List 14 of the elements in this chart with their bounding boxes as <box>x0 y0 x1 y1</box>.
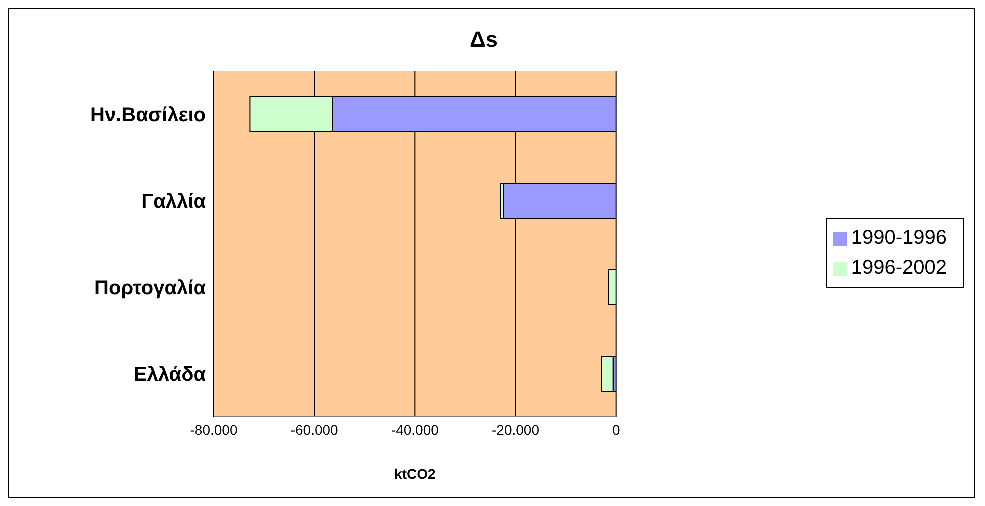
y-tick-label: Γαλλία <box>142 190 207 213</box>
y-tick-label: Ην.Βασίλειο <box>90 104 206 126</box>
x-tick-label: 0 <box>612 422 620 438</box>
x-tick-label: -20.000 <box>492 422 540 438</box>
x-tick-label: -40.000 <box>391 422 440 438</box>
y-tick-label: Ελλάδα <box>134 364 207 386</box>
x-tick-label: -60.000 <box>290 422 339 438</box>
y-tick-label: Πορτογαλία <box>94 277 207 300</box>
bar <box>601 356 614 392</box>
x-tick-label: -80.000 <box>190 422 238 438</box>
legend-label: 1990-1996 <box>851 227 947 249</box>
chart-title: Δs <box>468 27 500 53</box>
x-axis-title: ktCO2 <box>394 466 436 482</box>
legend-label: 1996-2002 <box>851 257 947 279</box>
